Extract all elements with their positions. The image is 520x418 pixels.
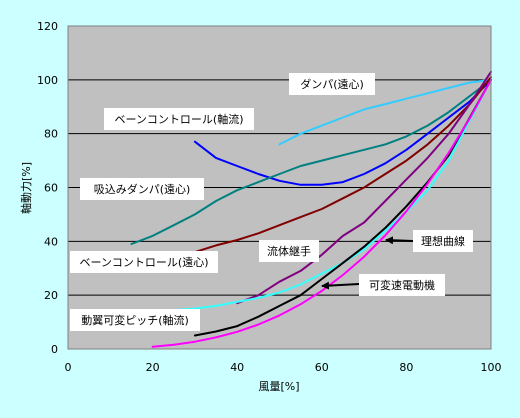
annotation-box-fluid-coupling [259,240,319,262]
series-line-5 [236,70,492,305]
series-line-6 [151,78,492,313]
y-tick-label: 80 [44,128,58,141]
annotation-box-variable-speed-motor [359,274,445,296]
annotation-box-ideal-curve [413,230,473,252]
x-tick-label: 60 [315,361,329,374]
annotation-label-variable-speed-motor: 可変速電動機 [369,278,435,292]
y-tick-label: 40 [44,235,58,248]
x-tick-labels: 0 20 40 60 80 100 [65,361,502,374]
series-lines [130,70,492,348]
x-tick-label: 0 [65,361,72,374]
annotation-box-damper-centrifugal [289,73,375,95]
series-line-4 [193,76,492,254]
annotation-label-fluid-coupling: 流体継手 [267,244,311,258]
annotation-box-vane-axial [104,108,254,130]
series-line-2 [193,78,492,186]
x-tick-label: 100 [481,361,502,374]
annotation-box-inlet-damper-centrifugal [80,178,204,200]
plot-frame [67,25,492,350]
y-tick-label: 20 [44,289,58,302]
annotation-label-damper-centrifugal: ダンパ(遠心) [300,77,364,91]
annotation-box-vane-centrifugal [70,251,218,273]
arrow-ideal-curve [385,236,414,245]
annotation-label-ideal-curve: 理想曲線 [421,234,465,248]
annotation-label-blade-pitch-axial: 動翼可変ピッチ(軸流) [81,313,189,327]
series-line-8 [151,78,492,348]
y-tick-label: 0 [51,343,58,356]
y-tick-label: 60 [44,182,58,195]
y-tick-labels: 0 20 40 60 80 100 120 [37,20,58,356]
x-axis-title: 風量[%] [258,380,299,393]
x-tick-label: 80 [399,361,413,374]
x-tick-label: 20 [146,361,160,374]
series-line-1 [278,78,492,146]
y-axis-title: 軸動力[%] [19,162,33,214]
annotation-label-vane-centrifugal: ベーンコントロール(遠心) [79,256,208,269]
annotation-arrows [321,236,414,290]
annotation-labels: ダンパ(遠心) ベーンコントロール(軸流) 吸込みダンパ(遠心) ベーンコントロール(… [70,73,473,331]
series-line-3 [130,78,492,245]
annotation-label-vane-axial: ベーンコントロール(軸流) [114,112,243,126]
y-tick-label: 120 [37,20,58,33]
x-tick-label: 40 [230,361,244,374]
y-tick-label: 100 [37,74,58,87]
annotation-box-blade-pitch-axial [70,309,200,331]
arrow-variable-speed-motor [321,281,360,290]
annotation-label-inlet-damper-centrifugal: 吸込みダンパ(遠心) [94,182,191,196]
